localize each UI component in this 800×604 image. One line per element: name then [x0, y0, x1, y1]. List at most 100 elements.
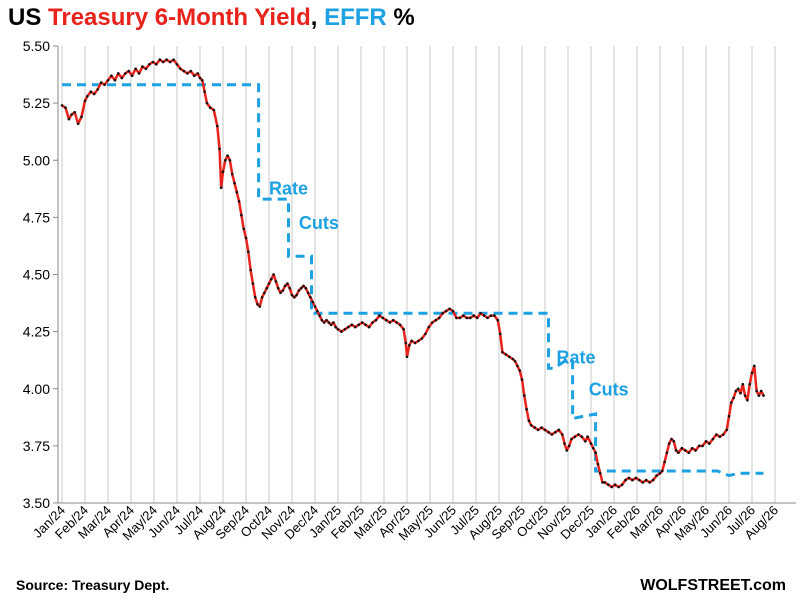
- yield-point: [498, 332, 502, 336]
- yield-point: [670, 437, 673, 441]
- yield-point: [479, 312, 482, 315]
- yield-point: [732, 396, 735, 400]
- yield-point: [489, 314, 493, 317]
- yield-point: [219, 186, 223, 189]
- yield-point: [757, 394, 761, 397]
- yield-point: [329, 323, 333, 327]
- yield-point: [613, 483, 617, 487]
- yield-point: [322, 321, 326, 324]
- yield-point: [233, 181, 236, 185]
- yield-point: [334, 325, 338, 329]
- yield-point: [336, 328, 340, 331]
- yield-point: [736, 387, 740, 391]
- yield-point: [158, 58, 162, 61]
- yield-point: [658, 472, 662, 475]
- brand-logo: WOLFSTREET.com: [640, 577, 786, 594]
- yield-point: [746, 398, 749, 402]
- yield-point: [592, 446, 595, 450]
- yield-point: [475, 316, 479, 320]
- yield-point: [627, 476, 631, 480]
- yield-point: [523, 394, 526, 397]
- yield-point: [398, 323, 402, 327]
- yield-point: [272, 273, 275, 276]
- yield-point: [155, 63, 158, 66]
- yield-point: [189, 69, 193, 73]
- yield-point: [92, 92, 96, 96]
- yield-point: [638, 478, 641, 482]
- yield-point: [371, 321, 374, 324]
- yield-point: [64, 106, 67, 109]
- source-note: Source: Treasury Dept.: [16, 577, 170, 593]
- yield-point: [687, 451, 691, 455]
- yield-point: [388, 321, 392, 324]
- annotations: Rate Cuts Rate Cuts: [269, 179, 629, 400]
- yield-point: [242, 227, 245, 231]
- yield-point: [620, 483, 624, 487]
- yield-point: [420, 337, 424, 340]
- yield-point: [127, 69, 130, 73]
- yield-point: [385, 318, 388, 322]
- yield-point: [86, 95, 89, 98]
- chart-title: US Treasury 6-Month Yield, EFFR %: [8, 4, 415, 32]
- axes: Jan/24Feb/24Mar/24Apr/24May/24Jun/24Jul/…: [23, 38, 796, 543]
- yield-point: [437, 316, 441, 320]
- yield-point: [417, 339, 420, 343]
- yield-point: [350, 323, 354, 327]
- yield-point: [130, 74, 134, 77]
- yield-point: [279, 291, 282, 295]
- yield-point: [665, 451, 669, 455]
- yield-point: [762, 394, 765, 397]
- yield-point: [378, 314, 381, 317]
- yield-point: [309, 296, 312, 299]
- yield-point: [304, 286, 308, 290]
- effr-series: [62, 83, 764, 478]
- yield-point: [697, 444, 701, 448]
- yield-point: [212, 108, 216, 112]
- yield-point: [603, 481, 607, 484]
- yield-point: [364, 323, 367, 327]
- yield-point: [340, 330, 343, 333]
- yield-point: [651, 478, 655, 482]
- yield-point: [96, 88, 99, 91]
- yield-point: [203, 90, 206, 93]
- yield-point: [529, 424, 533, 427]
- yield-point: [274, 280, 278, 283]
- yield-point: [561, 433, 564, 436]
- yield-point: [196, 72, 199, 75]
- yield-point: [617, 485, 620, 489]
- yield-point: [354, 325, 357, 329]
- yield-point: [648, 481, 651, 484]
- yield-point: [543, 428, 547, 432]
- yield-point: [270, 277, 273, 281]
- yield-point: [249, 268, 252, 272]
- yield-point: [741, 382, 745, 386]
- yield-point: [567, 444, 571, 448]
- yield-point: [520, 378, 524, 381]
- yield-point: [288, 286, 292, 290]
- y-tick-label: 4.75: [23, 209, 50, 225]
- yield-point: [672, 440, 676, 443]
- yield-point: [493, 314, 496, 317]
- yield-point: [391, 318, 395, 322]
- yield-point: [240, 213, 243, 217]
- yield-point: [286, 282, 289, 285]
- yield-point: [299, 286, 303, 290]
- y-tick-label: 4.25: [23, 324, 50, 340]
- yield-point: [734, 389, 738, 393]
- yield-point: [516, 364, 519, 368]
- rate-cuts-annotation: Cuts: [299, 213, 339, 233]
- y-tick-label: 5.50: [23, 38, 50, 54]
- yield-point: [276, 286, 280, 290]
- yield-point: [533, 426, 536, 429]
- yield-point: [711, 437, 715, 441]
- yield-point: [263, 291, 266, 295]
- yield-point: [404, 341, 408, 345]
- yield-point: [182, 69, 186, 73]
- yield-point: [753, 364, 756, 368]
- yield-point: [228, 159, 232, 162]
- yield-point: [727, 414, 731, 418]
- yield-point: [743, 394, 747, 397]
- yield-point: [175, 63, 179, 66]
- yield-point: [441, 312, 445, 315]
